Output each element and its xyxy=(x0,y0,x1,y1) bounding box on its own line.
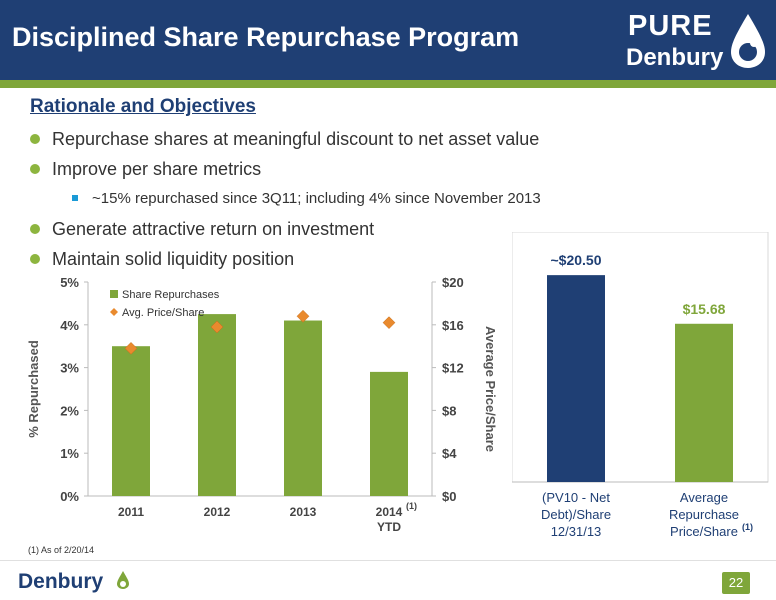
point-avg-price xyxy=(296,309,310,323)
bullet-item: Maintain solid liquidity position xyxy=(30,246,590,276)
page-number: 22 xyxy=(722,572,750,594)
right-tick-label: $16 xyxy=(442,318,464,333)
right-tick-label: $20 xyxy=(442,275,464,290)
bullet-dot-icon xyxy=(30,254,40,264)
x-tick-label-line2: YTD xyxy=(377,520,401,534)
footnote: (1) As of 2/20/14 xyxy=(28,545,95,555)
bullet-item: Improve per share metrics xyxy=(30,156,590,186)
footer-drop-icon xyxy=(117,571,129,589)
sub-bullet-item: ~15% repurchased since 3Q11; including 4… xyxy=(30,186,590,216)
valuation-comparison-chart: ~$20.50 $15.68 (PV10 - Net Debt)/Share 12/31… xyxy=(512,232,769,539)
pure-denbury-logo: PURE Denbury xyxy=(620,8,770,74)
bullet-item: Repurchase shares at meaningful discount… xyxy=(30,126,590,156)
left-tick-label: 4% xyxy=(60,318,79,333)
right-tick-label: $12 xyxy=(442,361,464,376)
data-label: $15.68 xyxy=(683,301,726,317)
bullet-dot-icon xyxy=(30,134,40,144)
category-label-line: (PV10 - Net xyxy=(542,490,610,505)
y2-axis-label: Average Price/Share xyxy=(483,326,498,452)
bullet-item: Generate attractive return on investment xyxy=(30,216,590,246)
bullet-text: Improve per share metrics xyxy=(52,159,262,179)
bullet-dot-icon xyxy=(30,164,40,174)
x-tick-label: 2014 xyxy=(376,505,403,519)
left-tick-label: 2% xyxy=(60,403,79,418)
x-tick-footnote-marker: (1) xyxy=(406,501,417,511)
category-label-line: Debt)/Share xyxy=(541,507,611,522)
legend-label-share-repurchases: Share Repurchases xyxy=(122,289,220,301)
legend-label-avg-price: Avg. Price/Share xyxy=(122,307,204,319)
sub-bullet-text: ~15% repurchased since 3Q11; including 4… xyxy=(92,190,541,207)
x-tick-label: 2011 xyxy=(118,505,144,519)
right-tick-label: $4 xyxy=(442,446,457,461)
bar-share-repurchases xyxy=(284,320,322,496)
bullet-list: Repurchase shares at meaningful discount… xyxy=(30,126,590,276)
legend-swatch-avg-price xyxy=(110,308,118,316)
category-label-line: Price/Share xyxy=(670,524,738,539)
x-tick-label: 2013 xyxy=(290,505,317,519)
y-axis-label: % Repurchased xyxy=(26,340,41,438)
logo-line1: PURE xyxy=(628,10,713,42)
right-tick-label: $0 xyxy=(442,489,456,504)
category-footnote-marker: (1) xyxy=(742,522,753,532)
footer-logo-text: Denbury xyxy=(18,570,104,593)
section-title: Rationale and Objectives xyxy=(30,96,256,117)
x-tick-label: 2012 xyxy=(204,505,231,519)
data-label: ~$20.50 xyxy=(551,252,602,268)
footer-divider xyxy=(0,560,776,561)
header-accent-band xyxy=(0,80,776,88)
bar-share-repurchases xyxy=(112,346,150,496)
bar-value xyxy=(675,323,733,482)
page-title: Disciplined Share Repurchase Program xyxy=(12,22,520,52)
category-label-line: Average xyxy=(680,490,728,505)
bullet-dot-icon xyxy=(30,224,40,234)
left-tick-label: 0% xyxy=(60,489,79,504)
bullet-text: Generate attractive return on investment xyxy=(52,219,375,239)
point-avg-price xyxy=(124,341,138,355)
left-tick-label: 3% xyxy=(60,361,79,376)
point-avg-price xyxy=(382,316,396,330)
category-label-line: Repurchase xyxy=(669,507,739,522)
left-tick-label: 5% xyxy=(60,275,79,290)
right-tick-label: $8 xyxy=(442,403,456,418)
legend-swatch-share-repurchases xyxy=(110,290,118,298)
bar-share-repurchases xyxy=(198,314,236,496)
bullet-text: Repurchase shares at meaningful discount… xyxy=(52,129,540,149)
logo-line2: Denbury xyxy=(626,44,724,71)
left-tick-label: 1% xyxy=(60,446,79,461)
bullet-text: Maintain solid liquidity position xyxy=(52,249,295,269)
share-repurchase-chart: 0% 1% 2% 3% 4% 5% $0 $4 $8 $12 $16 $20 % Repurchased… xyxy=(26,275,498,534)
point-avg-price xyxy=(210,320,224,334)
drop-icon xyxy=(731,14,765,68)
header-bar xyxy=(0,0,776,80)
bar-share-repurchases xyxy=(370,371,408,496)
square-bullet-icon xyxy=(72,195,78,201)
category-label-line: 12/31/13 xyxy=(551,524,602,539)
bar-value xyxy=(547,275,605,482)
